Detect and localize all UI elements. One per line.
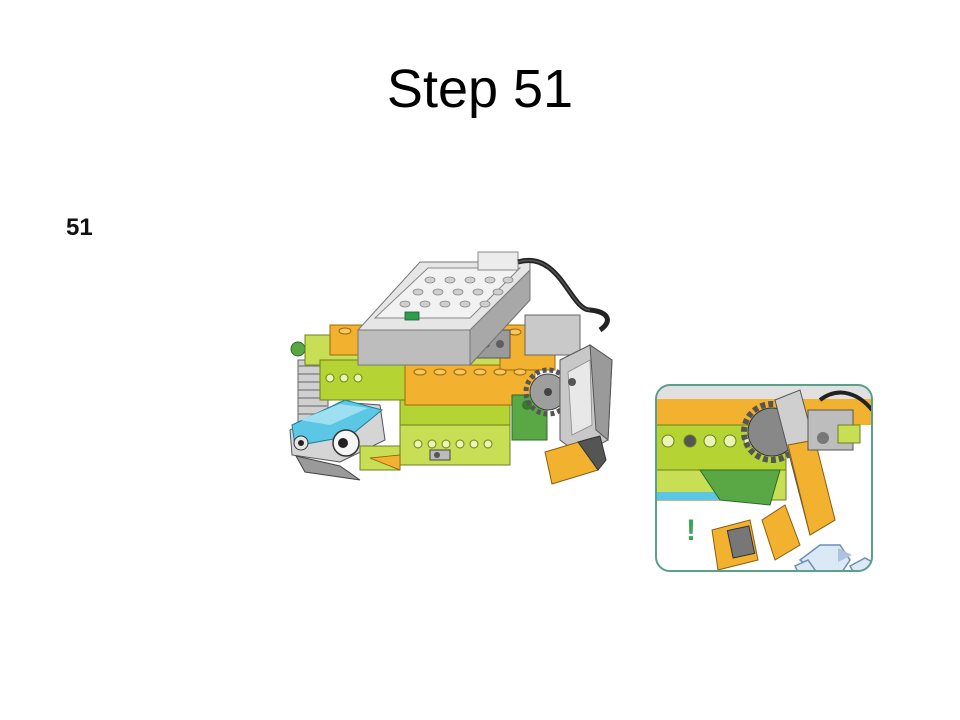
smart-hub	[357, 251, 531, 367]
gray-plate	[524, 314, 581, 356]
main-model	[289, 251, 613, 485]
detail-callout: !	[655, 384, 873, 572]
green-knob	[290, 341, 306, 357]
callout-exclamation: !	[686, 514, 696, 547]
step-number: 51	[66, 214, 93, 241]
head	[289, 399, 401, 481]
foot	[544, 435, 607, 485]
axle-pin	[429, 449, 451, 461]
leg-arm	[559, 344, 613, 456]
slide-title: Step 51	[386, 59, 574, 119]
